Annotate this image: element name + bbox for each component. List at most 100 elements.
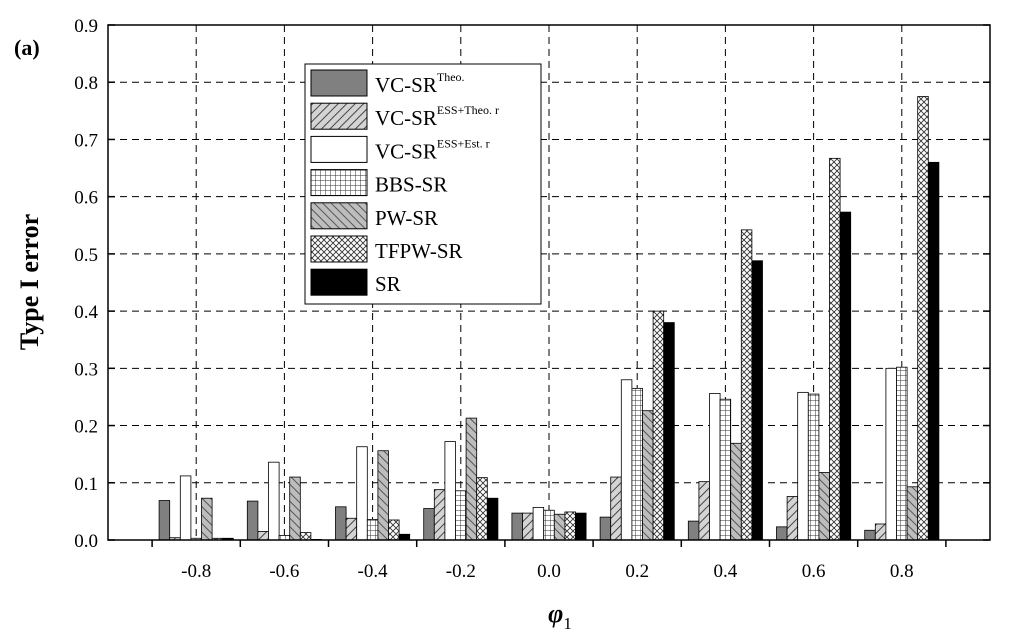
x-tick-labels: -0.8 -0.6 -0.4 -0.2 0.0 0.2 0.4 0.6 0.8 bbox=[181, 561, 914, 582]
legend-swatch bbox=[310, 268, 368, 296]
legend-label-sup: Theo. bbox=[437, 70, 465, 84]
bar-bbs-sr--0.4 bbox=[366, 519, 379, 541]
bar-bbs-sr-0.2 bbox=[631, 387, 643, 541]
x-tick-label: 0.0 bbox=[537, 561, 561, 582]
legend-swatch bbox=[310, 235, 368, 263]
y-tick-label: 0.9 bbox=[74, 16, 98, 37]
legend-label-name: TFPW-SR bbox=[375, 239, 463, 263]
bar-vc-sr-theo---0.8 bbox=[158, 500, 171, 541]
legend-label-name: SR bbox=[375, 272, 401, 296]
bar-tfpw-sr-0.0 bbox=[564, 511, 576, 541]
bar-vc-sr-ess-theo-r-0.4 bbox=[698, 481, 710, 541]
y-tick-label: 0.2 bbox=[74, 417, 98, 438]
bar-tfpw-sr--0.4 bbox=[388, 519, 400, 541]
bar-sr--0.4 bbox=[398, 533, 411, 541]
bar-tfpw-sr--0.2 bbox=[476, 477, 488, 541]
y-tick-label: 0.3 bbox=[74, 359, 98, 380]
bar-vc-sr-ess-est-r-0.0 bbox=[532, 506, 545, 541]
legend-label-sup: ESS+Est. r bbox=[437, 136, 490, 150]
bar-sr--0.2 bbox=[486, 497, 499, 541]
bar-pw-sr-0.4 bbox=[730, 442, 742, 541]
bar-vc-sr-ess-theo-r--0.6 bbox=[257, 531, 269, 541]
legend-swatch bbox=[310, 202, 368, 230]
bar-sr-0.8 bbox=[927, 161, 940, 541]
x-tick-label: 0.2 bbox=[625, 561, 649, 582]
bar-pw-sr-0.2 bbox=[642, 410, 654, 541]
legend-label: SR bbox=[375, 272, 401, 296]
bar-vc-sr-theo---0.6 bbox=[246, 500, 259, 541]
legend-label-name: VC-SR bbox=[375, 106, 437, 130]
legend-label: TFPW-SR bbox=[375, 239, 463, 263]
x-axis-title: φ1 bbox=[548, 599, 572, 633]
y-tick-label: 0.7 bbox=[74, 130, 98, 151]
bar-tfpw-sr--0.6 bbox=[299, 532, 312, 541]
bar-vc-sr-ess-est-r-0.6 bbox=[797, 391, 809, 541]
x-tick-label: -0.8 bbox=[181, 561, 211, 582]
bar-vc-sr-ess-theo-r-0.8 bbox=[874, 523, 887, 541]
bar-pw-sr-0.6 bbox=[818, 472, 830, 541]
legend-label: VC-SRESS+Theo. r bbox=[375, 103, 499, 130]
bar-bbs-sr--0.2 bbox=[455, 490, 467, 541]
legend-swatch bbox=[310, 102, 368, 130]
bar-vc-sr-ess-est-r-0.8 bbox=[885, 367, 897, 541]
bar-pw-sr--0.8 bbox=[201, 497, 213, 541]
x-tick-label: 0.8 bbox=[890, 561, 914, 582]
bar-pw-sr-0.0 bbox=[553, 513, 566, 541]
x-tick-label: 0.6 bbox=[802, 561, 826, 582]
y-tick-label: 0.0 bbox=[74, 531, 98, 552]
bar-sr-0.0 bbox=[575, 512, 587, 541]
panel-label: (a) bbox=[14, 35, 40, 60]
bar-bbs-sr-0.6 bbox=[807, 393, 820, 541]
bar-vc-sr-theo--0.4 bbox=[687, 520, 700, 541]
legend-label: BBS-SR bbox=[375, 173, 447, 197]
legend-label-sup: ESS+Theo. r bbox=[437, 103, 499, 117]
legend-label-name: VC-SR bbox=[375, 73, 437, 97]
grid-lines bbox=[108, 25, 990, 540]
bar-vc-sr-ess-theo-r--0.4 bbox=[345, 517, 358, 541]
legend-swatch bbox=[310, 69, 368, 97]
bar-vc-sr-ess-theo-r-0.6 bbox=[786, 496, 799, 541]
legend-swatch bbox=[310, 135, 368, 163]
legend-swatch bbox=[310, 169, 368, 197]
bar-vc-sr-theo--0.8 bbox=[864, 529, 876, 541]
x-tick-label: -0.2 bbox=[446, 561, 476, 582]
y-axis-title: Type I error bbox=[15, 214, 44, 350]
bar-tfpw-sr-0.8 bbox=[917, 96, 929, 541]
x-tick-label: 0.4 bbox=[714, 561, 738, 582]
bar-vc-sr-ess-theo-r-0.2 bbox=[610, 476, 622, 541]
bar-bbs-sr-0.8 bbox=[896, 366, 908, 541]
bar-vc-sr-theo--0.0 bbox=[511, 512, 523, 541]
bars bbox=[158, 96, 940, 541]
y-tick-label: 0.5 bbox=[74, 245, 98, 266]
x-tick-label: -0.6 bbox=[269, 561, 299, 582]
legend-label: VC-SRESS+Est. r bbox=[375, 136, 490, 163]
x-axis-title-sub: 1 bbox=[563, 614, 572, 633]
bar-vc-sr-ess-est-r-0.4 bbox=[709, 393, 721, 541]
x-tick-label: -0.4 bbox=[358, 561, 389, 582]
bar-sr-0.6 bbox=[839, 211, 852, 541]
bar-sr-0.2 bbox=[663, 322, 675, 541]
bar-vc-sr-theo--0.2 bbox=[599, 516, 612, 541]
bar-pw-sr--0.6 bbox=[289, 476, 301, 541]
bar-vc-sr-ess-est-r--0.6 bbox=[268, 461, 280, 541]
bar-vc-sr-ess-est-r-0.2 bbox=[620, 379, 633, 541]
bar-bbs-sr-0.4 bbox=[719, 398, 732, 541]
bar-tfpw-sr-0.4 bbox=[740, 229, 753, 541]
y-tick-labels: 0.0 0.1 0.2 0.3 0.4 0.5 0.6 0.7 0.8 0.9 bbox=[74, 16, 98, 552]
bar-vc-sr-theo---0.4 bbox=[335, 506, 347, 541]
bar-tfpw-sr-0.2 bbox=[652, 310, 665, 541]
bar-vc-sr-ess-est-r--0.2 bbox=[444, 441, 456, 541]
bar-pw-sr--0.4 bbox=[377, 450, 389, 541]
legend: VC-SRTheo.VC-SRESS+Theo. rVC-SRESS+Est. … bbox=[304, 63, 542, 305]
bar-vc-sr-theo--0.6 bbox=[776, 526, 788, 541]
x-axis-title-main: φ bbox=[548, 599, 563, 628]
bar-vc-sr-theo---0.2 bbox=[423, 508, 435, 541]
legend-label-name: VC-SR bbox=[375, 139, 437, 163]
bar-bbs-sr-0.0 bbox=[543, 509, 555, 541]
y-tick-label: 0.6 bbox=[74, 188, 98, 209]
bar-pw-sr--0.2 bbox=[465, 417, 478, 541]
bar-vc-sr-ess-est-r--0.4 bbox=[356, 446, 368, 541]
legend-label-name: PW-SR bbox=[375, 206, 438, 230]
bar-tfpw-sr-0.6 bbox=[829, 157, 841, 541]
